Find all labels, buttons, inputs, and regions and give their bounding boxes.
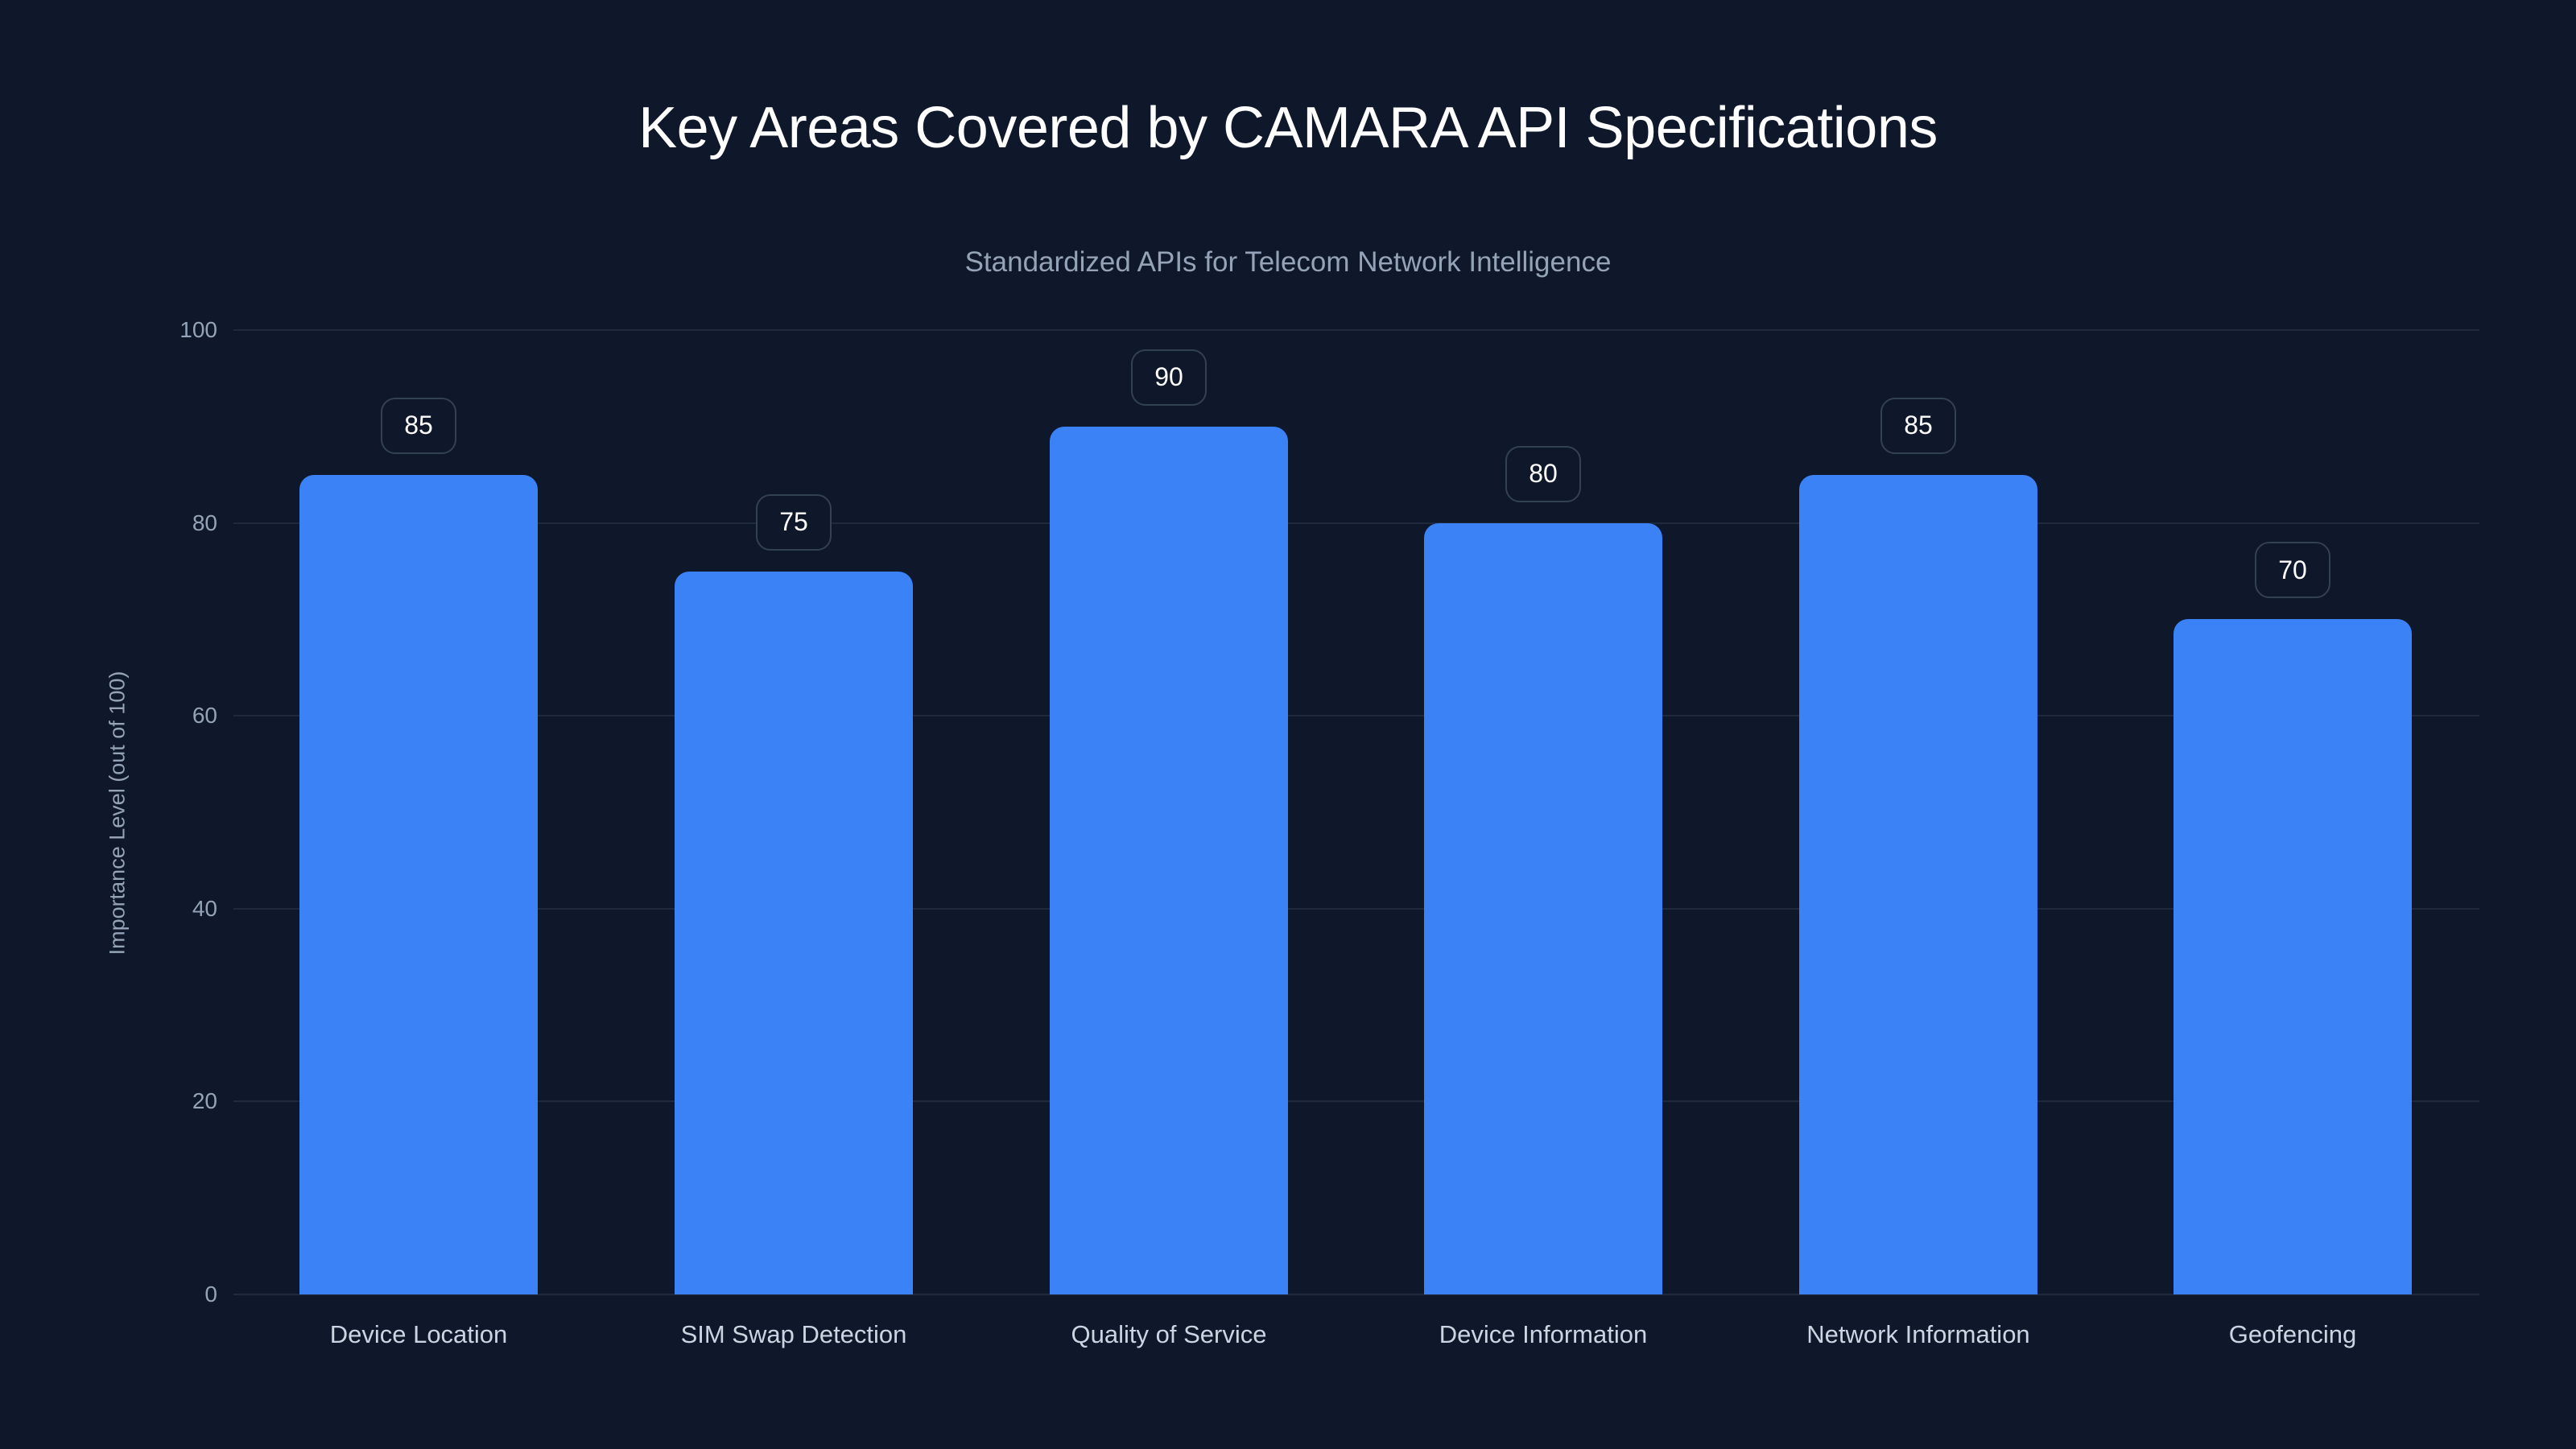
y-tick-label: 100 [180,317,217,342]
x-tick-label: Device Location [329,1320,508,1348]
bar-network-information[interactable] [1799,474,2037,1294]
x-tick-label: Geofencing [2228,1320,2357,1348]
bar-geofencing[interactable] [2174,619,2412,1294]
x-tick-label: SIM Swap Detection [680,1320,907,1348]
chart-subtitle: Standardized APIs for Telecom Network In… [964,246,1612,278]
value-label: 80 [1505,445,1581,502]
value-label: 90 [1131,349,1207,406]
gridline-40 [233,907,2479,910]
gridline-0 [233,1294,2479,1295]
gridline-20 [233,1100,2479,1103]
x-tick-label: Network Information [1806,1320,2030,1348]
value-label: 85 [1880,397,1956,454]
chart-title: Key Areas Covered by CAMARA API Specific… [638,96,1938,160]
x-tick-label: Device Information [1439,1320,1648,1348]
gridline-80 [233,522,2479,524]
y-tick-label: 40 [192,895,217,921]
plot-area: 0 20 40 60 80 100 85 75 90 80 85 70 [180,317,2479,1307]
bar-device-location[interactable] [299,474,538,1294]
y-tick-label: 0 [204,1282,217,1307]
x-tick-label: Quality of Service [1071,1320,1267,1348]
gridline-60 [233,715,2479,717]
bar-device-information[interactable] [1424,522,1662,1294]
value-label: 70 [2255,542,2330,599]
y-tick-label: 80 [192,510,217,535]
gridline-100 [233,329,2479,331]
value-label: 75 [756,493,832,551]
bar-quality-of-service[interactable] [1050,426,1288,1294]
bar-sim-swap-detection[interactable] [675,571,913,1294]
y-tick-label: 20 [192,1088,217,1114]
y-tick-label: 60 [192,703,217,729]
value-label: 85 [381,397,456,454]
